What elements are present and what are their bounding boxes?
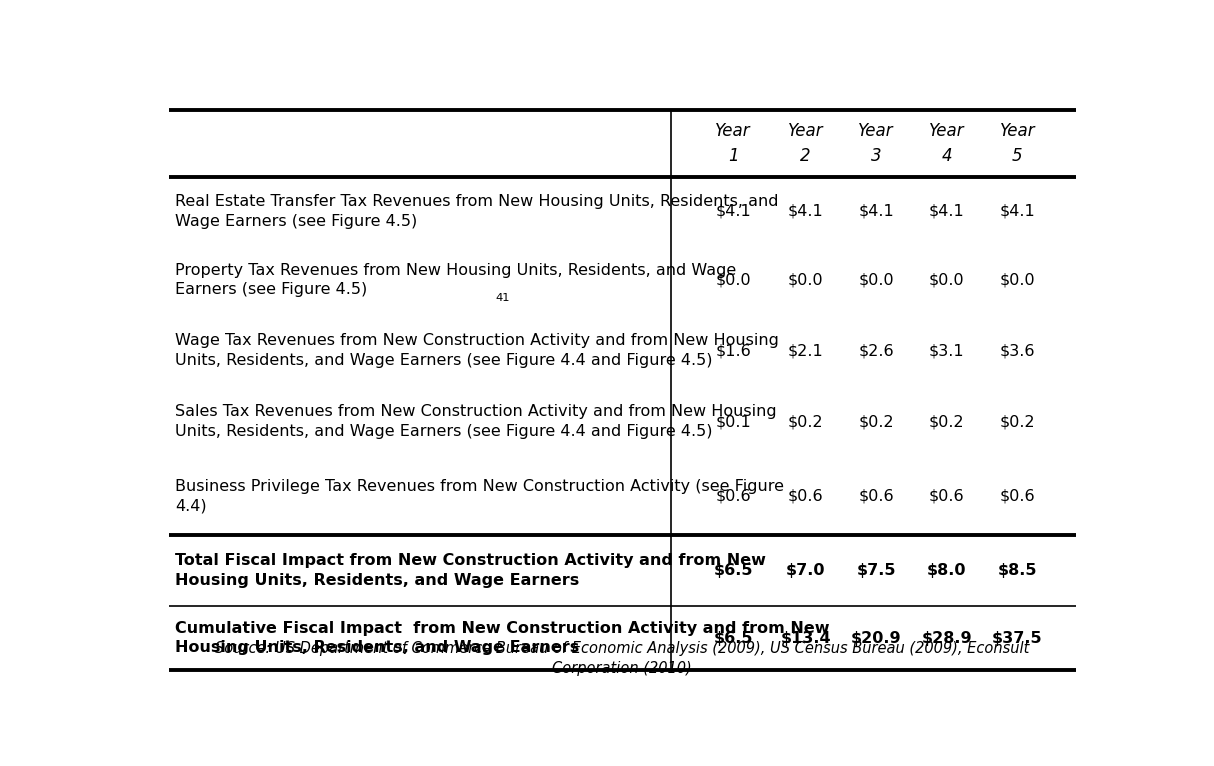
Text: 41: 41 [495,293,510,303]
Text: Cumulative Fiscal Impact  from New Construction Activity and from New
Housing Un: Cumulative Fiscal Impact from New Constr… [175,620,830,656]
Text: $2.6: $2.6 [858,343,894,358]
Text: $0.0: $0.0 [999,273,1036,287]
Text: $6.5: $6.5 [714,563,753,578]
Text: Year
3: Year 3 [858,122,894,165]
Text: $0.2: $0.2 [929,414,965,429]
Text: $0.0: $0.0 [929,273,965,287]
Text: Source: US Department of Commerce Bureau of Economic Analysis (2009), US Census : Source: US Department of Commerce Bureau… [215,641,1029,676]
Text: $0.6: $0.6 [788,489,823,503]
Text: $1.6: $1.6 [715,343,751,358]
Text: Sales Tax Revenues from New Construction Activity and from New Housing
Units, Re: Sales Tax Revenues from New Construction… [175,404,777,439]
Text: $0.6: $0.6 [858,489,894,503]
Text: $8.5: $8.5 [998,563,1037,578]
Text: $28.9: $28.9 [921,630,972,646]
Text: $4.1: $4.1 [715,204,751,219]
Text: Wage Tax Revenues from New Construction Activity and from New Housing
Units, Res: Wage Tax Revenues from New Construction … [175,333,779,368]
Text: $0.6: $0.6 [999,489,1036,503]
Text: Property Tax Revenues from New Housing Units, Residents, and Wage
Earners (see F: Property Tax Revenues from New Housing U… [175,263,737,297]
Text: $0.2: $0.2 [788,414,823,429]
Text: Total Fiscal Impact from New Construction Activity and from New
Housing Units, R: Total Fiscal Impact from New Constructio… [175,554,766,588]
Text: Year
4: Year 4 [929,122,965,165]
Text: $6.5: $6.5 [714,630,753,646]
Text: $0.6: $0.6 [715,489,751,503]
Text: $8.0: $8.0 [927,563,966,578]
Text: $3.1: $3.1 [929,343,965,358]
Text: $4.1: $4.1 [858,204,894,219]
Text: $0.2: $0.2 [999,414,1036,429]
Text: $0.1: $0.1 [715,414,751,429]
Text: $7.5: $7.5 [856,563,896,578]
Text: $0.0: $0.0 [788,273,823,287]
Text: Year
1: Year 1 [715,122,751,165]
Text: $20.9: $20.9 [851,630,902,646]
Text: $4.1: $4.1 [929,204,965,219]
Text: Business Privilege Tax Revenues from New Construction Activity (see Figure
4.4): Business Privilege Tax Revenues from New… [175,479,784,513]
Text: $37.5: $37.5 [992,630,1043,646]
Text: $0.2: $0.2 [858,414,894,429]
Text: $0.0: $0.0 [858,273,894,287]
Text: Year
5: Year 5 [999,122,1036,165]
Text: Real Estate Transfer Tax Revenues from New Housing Units, Residents, and
Wage Ea: Real Estate Transfer Tax Revenues from N… [175,194,778,229]
Text: $4.1: $4.1 [788,204,823,219]
Text: $7.0: $7.0 [785,563,826,578]
Text: $3.6: $3.6 [999,343,1036,358]
Text: $0.0: $0.0 [715,273,751,287]
Text: $2.1: $2.1 [788,343,823,358]
Text: $4.1: $4.1 [999,204,1036,219]
Text: Year
2: Year 2 [788,122,823,165]
Text: $0.6: $0.6 [929,489,965,503]
Text: $13.4: $13.4 [781,630,830,646]
